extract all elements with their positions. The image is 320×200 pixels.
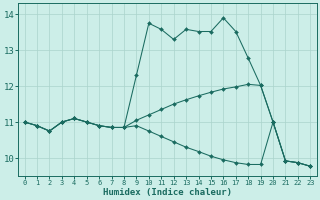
X-axis label: Humidex (Indice chaleur): Humidex (Indice chaleur)	[103, 188, 232, 197]
